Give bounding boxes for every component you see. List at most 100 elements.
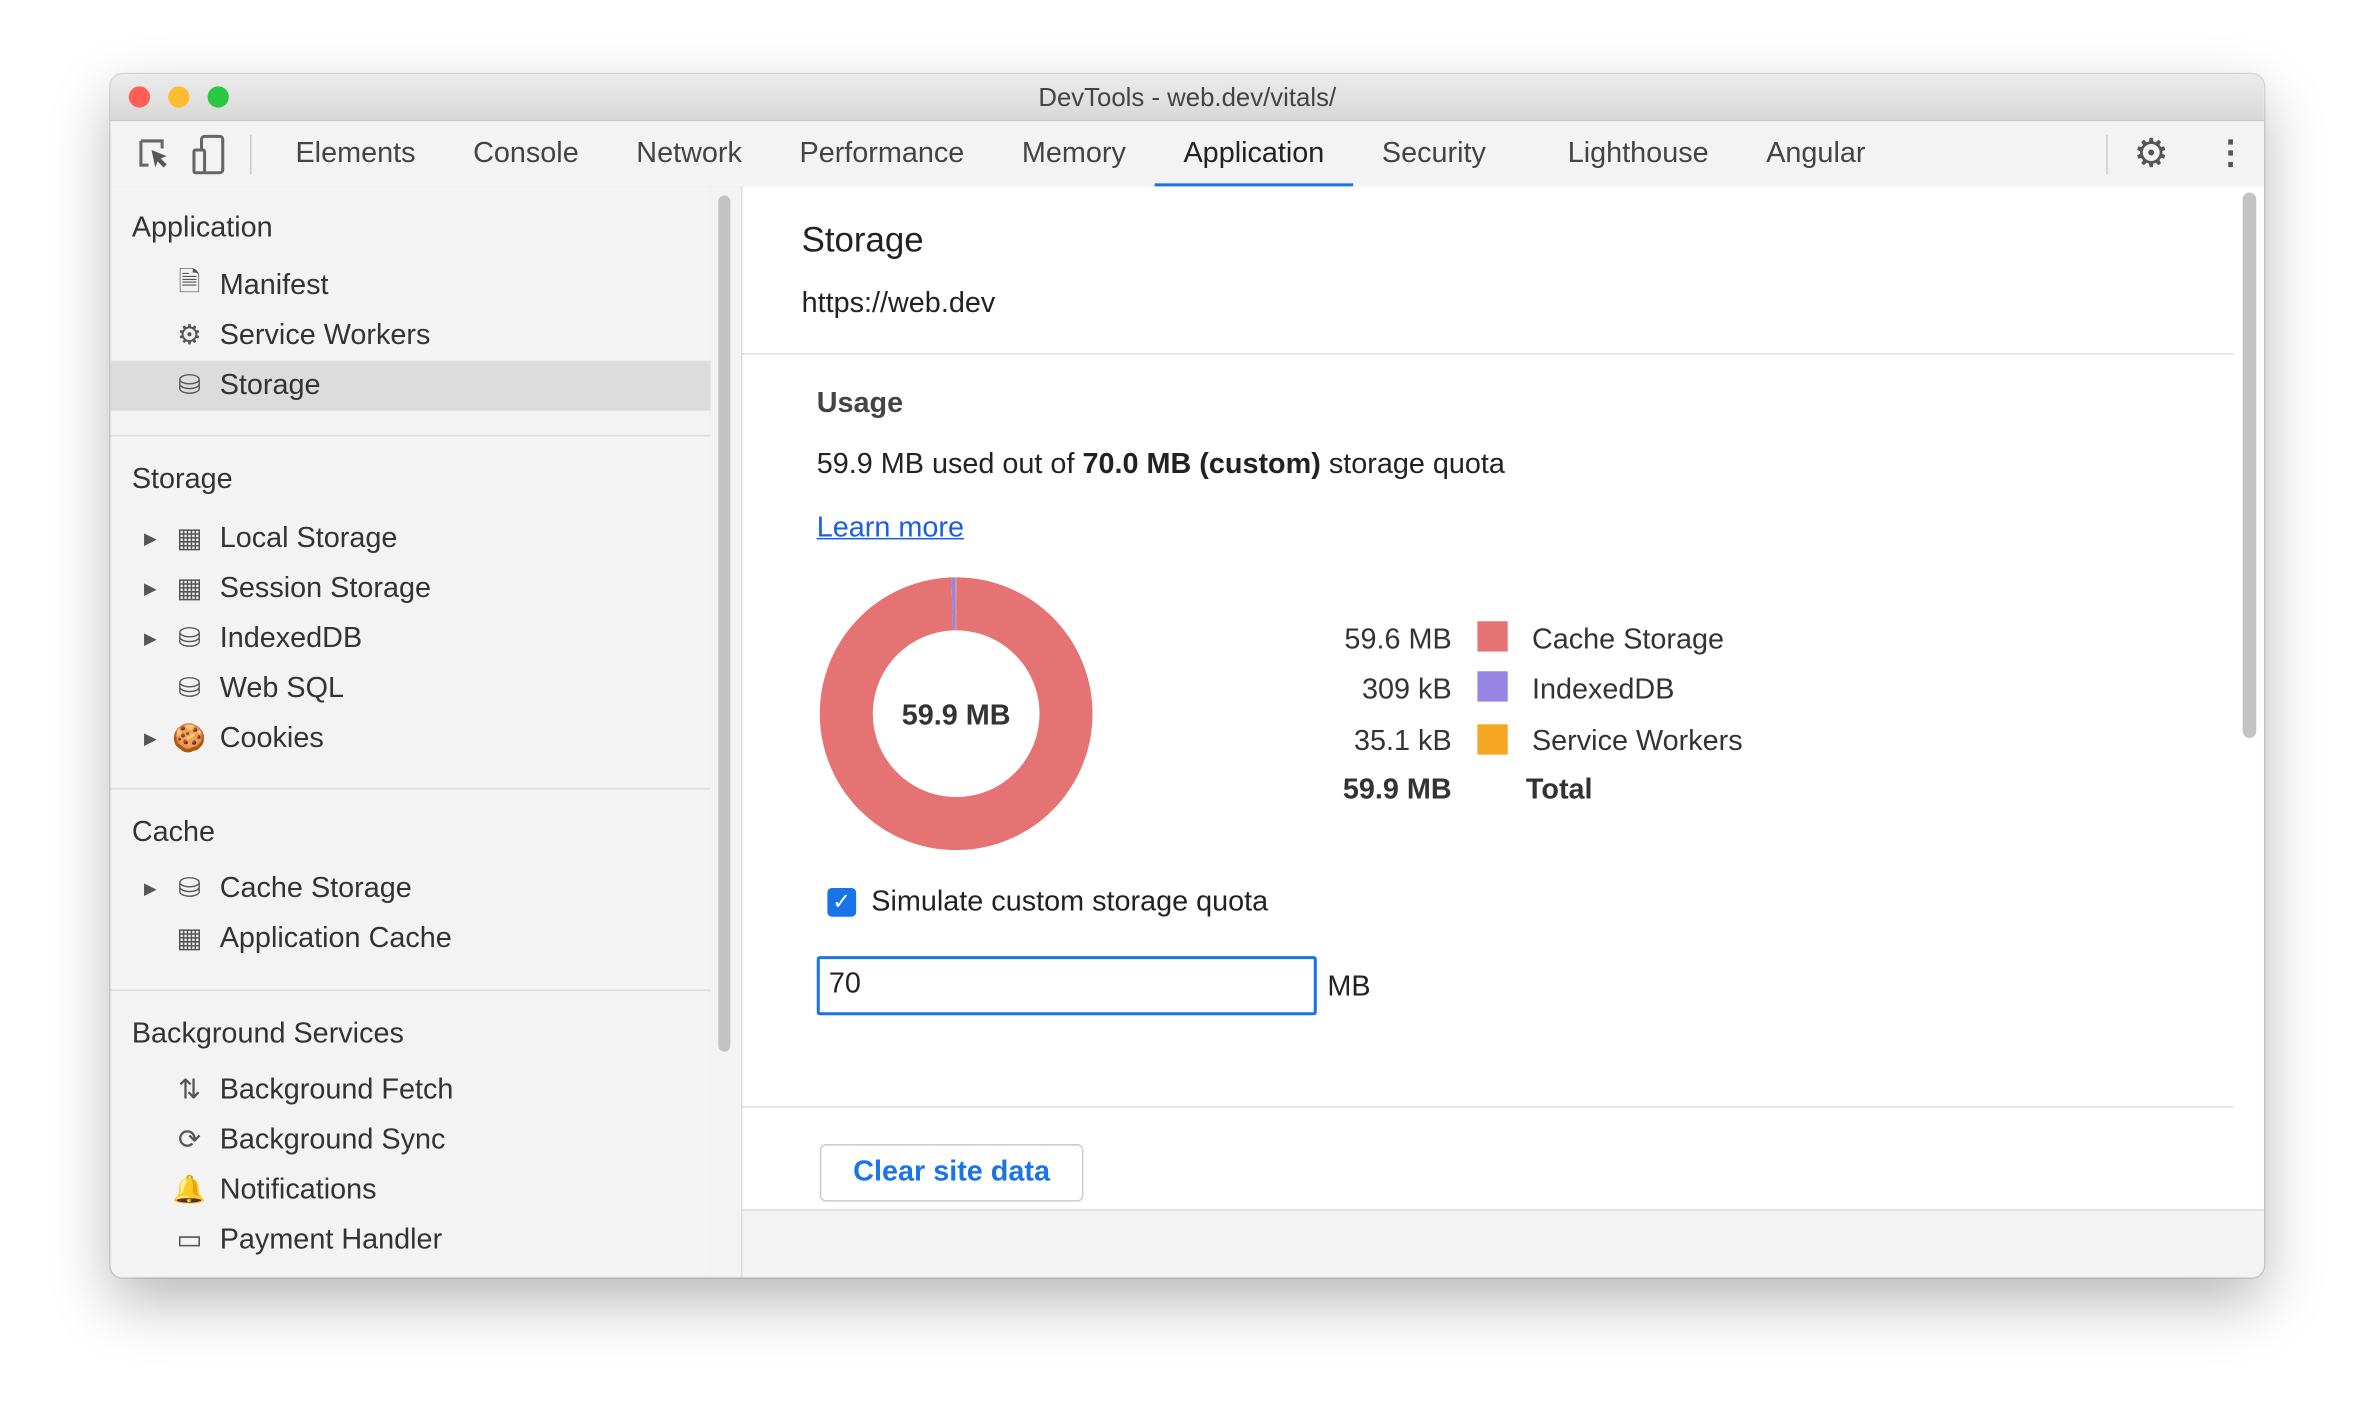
expand-arrow-icon[interactable]: ▶ xyxy=(143,630,157,649)
sidebar: Application 🗎 Manifest ⚙ Service Workers ⛁… xyxy=(110,186,713,1278)
quota-input[interactable]: 70 xyxy=(816,956,1317,1016)
expand-arrow-icon[interactable]: ▶ xyxy=(143,730,157,749)
tab-application[interactable]: Application xyxy=(1154,121,1354,188)
donut-slice-cache-storage xyxy=(819,577,1093,851)
section-background-services: Background Services xyxy=(131,1018,404,1051)
tab-lighthouse[interactable]: Lighthouse xyxy=(1567,137,1709,170)
section-application: Application xyxy=(131,212,273,244)
legend-value-total: 59.9 MB xyxy=(1342,774,1452,807)
sidebar-item-label: Background Fetch xyxy=(219,1073,454,1106)
grid-icon: ▦ xyxy=(176,572,203,604)
legend-value-cache-storage: 59.6 MB xyxy=(1344,624,1452,657)
sidebar-item-label: Web SQL xyxy=(219,672,345,704)
sidebar-item-application-cache[interactable]: ▦ Application Cache xyxy=(111,914,711,964)
sidebar-item-manifest[interactable]: 🗎 Manifest xyxy=(111,261,711,311)
sidebar-item-service-workers[interactable]: ⚙ Service Workers xyxy=(111,311,711,361)
sidebar-item-label: Local Storage xyxy=(219,522,398,554)
sidebar-item-web-sql[interactable]: ⛁ Web SQL xyxy=(111,664,711,714)
legend-value-indexeddb: 309 kB xyxy=(1362,674,1452,707)
tab-performance[interactable]: Performance xyxy=(799,137,965,170)
card-icon: ▭ xyxy=(176,1224,203,1255)
tab-angular[interactable]: Angular xyxy=(1766,137,1866,170)
tab-elements[interactable]: Elements xyxy=(295,137,416,170)
expand-arrow-icon[interactable]: ▶ xyxy=(143,880,157,899)
sidebar-item-label: Application Cache xyxy=(219,922,452,954)
sidebar-item-cookies[interactable]: ▶ 🍪 Cookies xyxy=(111,714,711,764)
zoom-window-button[interactable] xyxy=(207,86,229,108)
tab-network[interactable]: Network xyxy=(636,137,742,170)
main-scrollbar[interactable] xyxy=(2233,186,2264,1211)
usage-donut-chart: 59.9 MB xyxy=(819,577,1093,851)
gear-icon: ⚙ xyxy=(177,319,202,351)
sidebar-item-background-fetch[interactable]: ⇅ Background Fetch xyxy=(111,1065,711,1115)
minimize-window-button[interactable] xyxy=(168,86,190,108)
toolbar-divider xyxy=(2106,134,2108,175)
inspect-element-icon[interactable] xyxy=(126,121,181,186)
sidebar-scrollbar-thumb[interactable] xyxy=(718,195,731,1052)
database-icon: ⛁ xyxy=(177,672,201,704)
learn-more-link[interactable]: Learn more xyxy=(816,512,964,544)
sidebar-item-label: Background Sync xyxy=(219,1123,446,1156)
expand-arrow-icon[interactable]: ▶ xyxy=(143,530,157,549)
title-bar: DevTools - web.dev/vitals/ xyxy=(110,74,2264,122)
legend-label-cache-storage: Cache Storage xyxy=(1531,624,1725,657)
sidebar-item-cache-storage[interactable]: ▶ ⛁ Cache Storage xyxy=(111,864,711,914)
divider xyxy=(742,1106,2234,1108)
sidebar-item-indexeddb[interactable]: ▶ ⛁ IndexedDB xyxy=(111,614,711,664)
usage-text: storage quota xyxy=(1320,448,1505,481)
toolbar-divider xyxy=(250,134,252,174)
quota-input-value: 70 xyxy=(828,968,861,1001)
sidebar-item-label: Notifications xyxy=(219,1173,377,1206)
divider xyxy=(742,353,2234,355)
panel-toolbar: Elements Console Network Performance Mem… xyxy=(110,121,2264,188)
quota-amount: 70.0 MB (custom) xyxy=(1082,448,1321,481)
legend-swatch-cache-storage xyxy=(1477,621,1508,652)
legend-value-service-workers: 35.1 kB xyxy=(1354,725,1452,758)
section-cache: Cache xyxy=(131,816,216,849)
usage-heading: Usage xyxy=(816,387,904,420)
legend-swatch-service-workers xyxy=(1477,724,1508,755)
arrows-updown-icon: ⇅ xyxy=(177,1074,201,1105)
tab-memory[interactable]: Memory xyxy=(1021,137,1126,170)
sidebar-item-label: Service Workers xyxy=(219,318,431,351)
legend-label-indexeddb: IndexedDB xyxy=(1531,674,1675,707)
sidebar-item-background-sync[interactable]: ⟳ Background Sync xyxy=(111,1115,711,1165)
sidebar-item-label: Payment Handler xyxy=(219,1223,443,1256)
clear-site-data-button[interactable]: Clear site data xyxy=(819,1144,1084,1202)
storage-panel: Storage https://web.dev Usage 59.9 MB us… xyxy=(742,186,2264,1278)
close-window-button[interactable] xyxy=(128,86,151,108)
device-toolbar-icon[interactable] xyxy=(180,121,235,186)
section-storage: Storage xyxy=(131,463,233,496)
main-scrollbar-thumb[interactable] xyxy=(2242,192,2257,738)
legend-label-total: Total xyxy=(1525,774,1593,807)
expand-arrow-icon[interactable]: ▶ xyxy=(143,580,157,599)
simulate-quota-checkbox[interactable]: ✓ xyxy=(827,887,857,917)
sync-icon: ⟳ xyxy=(177,1124,201,1155)
more-options-icon[interactable]: ⋮ xyxy=(2213,133,2248,172)
sidebar-item-label: IndexedDB xyxy=(219,622,363,654)
simulate-quota-label[interactable]: Simulate custom storage quota xyxy=(871,886,1269,919)
page-title: Storage xyxy=(801,219,924,260)
sidebar-item-label: Manifest xyxy=(219,268,329,301)
cookie-icon: 🍪 xyxy=(172,722,207,754)
sidebar-item-local-storage[interactable]: ▶ ▦ Local Storage xyxy=(111,514,711,564)
quota-unit-label: MB xyxy=(1327,971,1371,1004)
sidebar-scrollbar[interactable] xyxy=(710,186,743,1278)
donut-slice-indexeddb xyxy=(951,577,956,631)
legend-label-service-workers: Service Workers xyxy=(1531,725,1743,758)
settings-gear-icon[interactable]: ⚙ xyxy=(2133,130,2169,176)
sidebar-item-notifications[interactable]: 🔔 Notifications xyxy=(111,1165,711,1215)
sidebar-item-label: Storage xyxy=(219,368,321,401)
tab-console[interactable]: Console xyxy=(473,137,579,170)
sidebar-item-storage[interactable]: ⛁ Storage xyxy=(110,360,711,411)
usage-text: used out of xyxy=(923,448,1083,481)
tab-security[interactable]: Security xyxy=(1381,137,1486,170)
window-title: DevTools - web.dev/vitals/ xyxy=(1038,83,1337,113)
usage-summary: 59.9 MB used out of 70.0 MB (custom) sto… xyxy=(817,449,1505,482)
sidebar-item-session-storage[interactable]: ▶ ▦ Session Storage xyxy=(111,564,711,614)
sidebar-item-payment-handler[interactable]: ▭ Payment Handler xyxy=(111,1215,711,1265)
donut-center-label: 59.9 MB xyxy=(902,699,1011,731)
used-amount: 59.9 MB xyxy=(816,448,924,481)
database-icon: ⛁ xyxy=(177,622,201,654)
grid-icon: ▦ xyxy=(176,922,203,954)
